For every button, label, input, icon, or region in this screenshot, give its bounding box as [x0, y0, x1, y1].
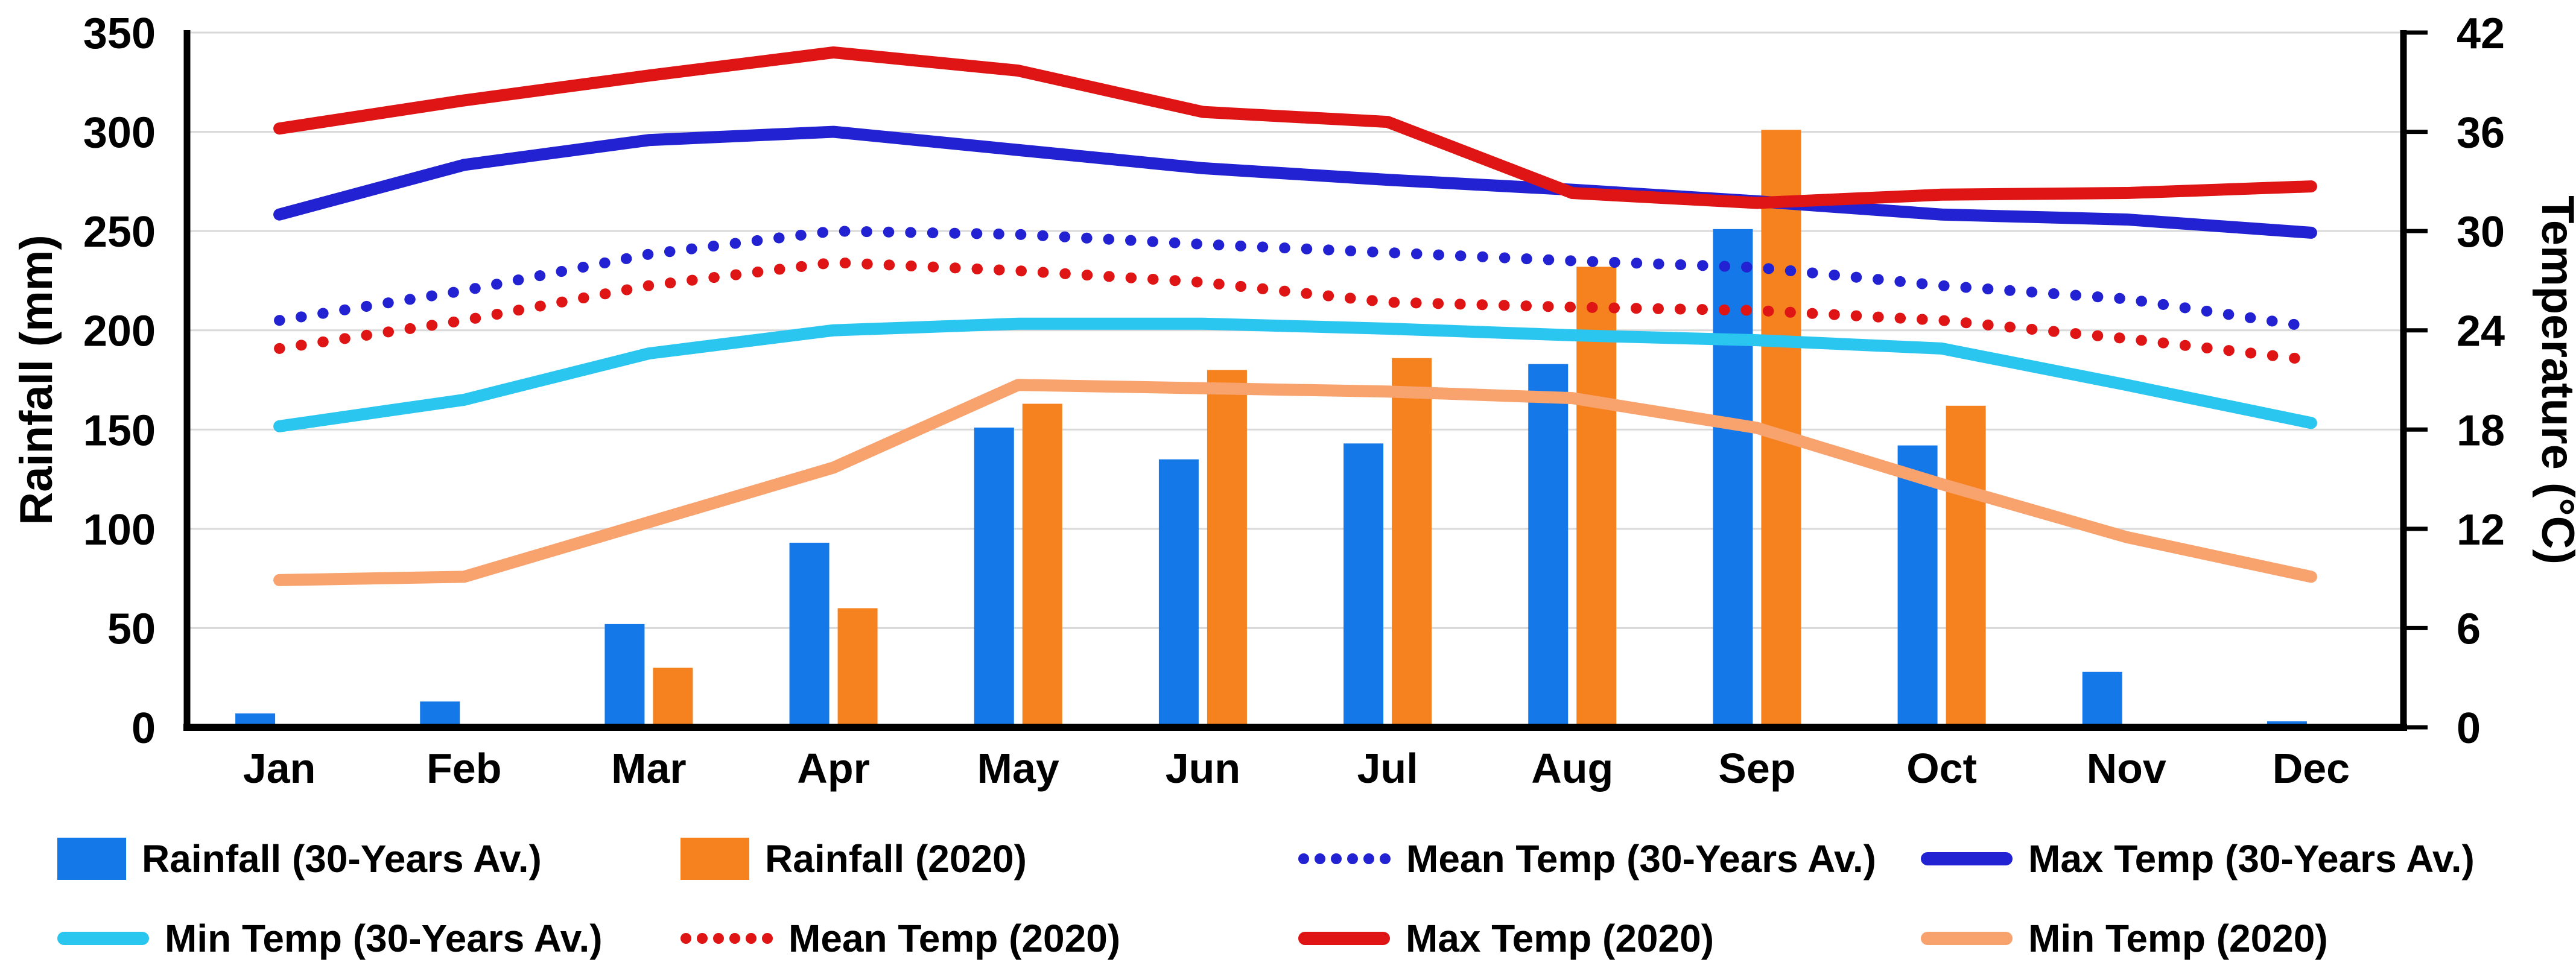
- month-label-jan: Jan: [243, 745, 316, 792]
- bar-series: [235, 130, 2307, 728]
- legend-swatch-mean-temp-30-years-av: [1298, 853, 1391, 864]
- month-label-apr: Apr: [797, 745, 870, 792]
- right-tick-label-6: 6: [2457, 605, 2481, 653]
- line-max-temp-2020: [273, 46, 2317, 209]
- bar-rainfall-30-years-av-oct: [1897, 445, 1938, 727]
- legend-swatch-min-temp-2020: [1921, 932, 2013, 945]
- left-tick-label-250: 250: [83, 208, 156, 256]
- gridlines: [187, 31, 2403, 629]
- month-label-dec: Dec: [2273, 745, 2350, 792]
- legend-item-max-temp-2020: Max Temp (2020): [1298, 911, 1714, 966]
- legend-label: Mean Temp (30-Years Av.): [1406, 837, 1876, 880]
- bar-rainfall-30-years-av-jun: [1158, 459, 1199, 727]
- right-tick-label-18: 18: [2457, 406, 2505, 455]
- line-min-temp-30-years-av: [273, 317, 2317, 432]
- bar-rainfall-2020-may: [1022, 403, 1062, 727]
- right-tick-label-12: 12: [2457, 506, 2505, 554]
- bar-rainfall-30-years-av-feb: [420, 701, 460, 727]
- bar-rainfall-2020-jun: [1207, 370, 1247, 727]
- month-label-may: May: [977, 745, 1059, 792]
- left-tick-label-100: 100: [83, 506, 156, 554]
- legend-swatch-max-temp-2020: [1298, 932, 1390, 945]
- legend-swatch-min-temp-30-years-av: [57, 932, 149, 945]
- bar-rainfall-2020-aug: [1576, 267, 1617, 728]
- left-tick-label-300: 300: [83, 109, 156, 157]
- legend-label: Max Temp (30-Years Av.): [2028, 837, 2475, 880]
- legend-item-min-temp-30-years-av: Min Temp (30-Years Av.): [57, 911, 603, 966]
- legend-item-rainfall-2020: Rainfall (2020): [680, 831, 1027, 887]
- bar-rainfall-30-years-av-aug: [1528, 364, 1569, 727]
- month-label-jul: Jul: [1357, 745, 1418, 792]
- legend-item-mean-temp-30-years-av: Mean Temp (30-Years Av.): [1298, 831, 1876, 887]
- legend-swatch-max-temp-30-years-av: [1921, 852, 2013, 865]
- axes: [183, 30, 2428, 731]
- bar-rainfall-30-years-av-jul: [1344, 443, 1384, 727]
- left-tick-label-200: 200: [83, 308, 156, 356]
- line-max-temp-30-years-av: [273, 125, 2317, 239]
- left-tick-label-50: 50: [107, 605, 156, 653]
- bar-rainfall-30-years-av-apr: [789, 542, 830, 727]
- right-tick-label-36: 36: [2457, 109, 2505, 157]
- right-tick-label-42: 42: [2457, 10, 2505, 58]
- legend-swatch-mean-temp-2020: [680, 933, 773, 944]
- axis-tick-labels: 0 50 100 150 200 250 300 350 0 6 12 18 24 30 36 42 Jan Fe…: [83, 10, 2505, 792]
- right-tick-label-24: 24: [2457, 308, 2505, 356]
- line-min-temp-2020: [273, 379, 2317, 586]
- month-label-feb: Feb: [427, 745, 501, 792]
- legend-item-mean-temp-2020: Mean Temp (2020): [680, 911, 1120, 966]
- right-tick-label-0: 0: [2457, 704, 2481, 753]
- line-mean-temp-30-years-av: [274, 226, 2317, 333]
- legend-label: Min Temp (2020): [2028, 917, 2328, 960]
- bar-rainfall-30-years-av-may: [974, 427, 1014, 727]
- bar-rainfall-30-years-av-nov: [2082, 671, 2122, 727]
- legend-label: Rainfall (30-Years Av.): [142, 837, 542, 880]
- month-label-aug: Aug: [1531, 745, 1613, 792]
- month-label-jun: Jun: [1166, 745, 1240, 792]
- line-mean-temp-2020: [274, 257, 2317, 366]
- left-tick-label-350: 350: [83, 10, 156, 58]
- line-series: [273, 46, 2317, 586]
- left-tick-label-150: 150: [83, 406, 156, 455]
- bar-rainfall-2020-mar: [653, 668, 693, 727]
- legend-label: Min Temp (30-Years Av.): [165, 917, 603, 960]
- legend-swatch-rainfall-2020: [680, 838, 749, 880]
- left-tick-label-0: 0: [132, 704, 156, 753]
- bar-rainfall-30-years-av-mar: [604, 624, 645, 727]
- left-axis-title: Rainfall (mm): [11, 235, 62, 525]
- bar-rainfall-30-years-av-sep: [1713, 229, 1753, 727]
- right-axis-title: Temperature (°C): [2532, 195, 2576, 564]
- bar-rainfall-2020-oct: [1946, 405, 1986, 727]
- month-label-nov: Nov: [2087, 745, 2166, 792]
- right-tick-label-30: 30: [2457, 208, 2505, 256]
- month-label-oct: Oct: [1906, 745, 1977, 792]
- legend-item-min-temp-2020: Min Temp (2020): [1921, 911, 2328, 966]
- bar-rainfall-2020-apr: [837, 608, 878, 727]
- month-label-mar: Mar: [611, 745, 686, 792]
- legend-item-rainfall-30-years-av: Rainfall (30-Years Av.): [57, 831, 542, 887]
- bar-rainfall-2020-jul: [1392, 358, 1432, 727]
- month-label-sep: Sep: [1718, 745, 1795, 792]
- legend-label: Max Temp (2020): [1406, 917, 1714, 960]
- legend-label: Rainfall (2020): [765, 837, 1027, 880]
- legend-item-max-temp-30-years-av: Max Temp (30-Years Av.): [1921, 831, 2475, 887]
- legend-swatch-rainfall-30-years-av: [57, 838, 126, 880]
- legend-label: Mean Temp (2020): [788, 917, 1121, 960]
